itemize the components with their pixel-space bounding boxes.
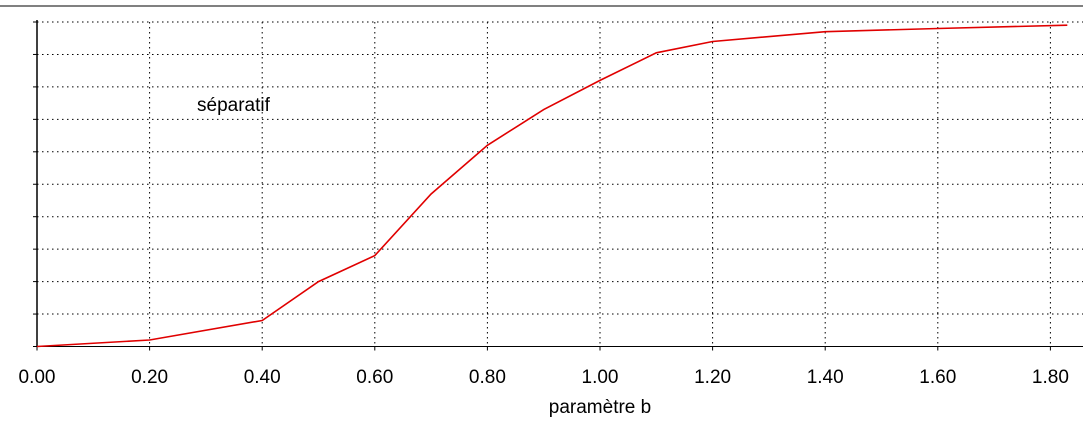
x-tick-label: 1.40	[807, 367, 844, 388]
x-tick-label: 1.60	[919, 367, 956, 388]
x-tick-label: 0.20	[131, 367, 168, 388]
x-axis-title: paramètre b	[549, 397, 651, 418]
series-line	[36, 24, 1068, 348]
x-tick-label: 1.20	[694, 367, 731, 388]
y-ticks	[33, 21, 37, 347]
x-ticks: 0.00 0.20 0.40 0.60 0.80 1.00 1.20 1.40 1.60 1.80	[19, 346, 1069, 388]
annotation-label: séparatif	[197, 95, 271, 116]
x-tick-label: 0.60	[356, 367, 393, 388]
grid	[37, 21, 1083, 347]
x-tick-label: 0.00	[19, 367, 56, 388]
x-tick-label: 1.00	[582, 367, 619, 388]
x-tick-label: 0.40	[244, 367, 281, 388]
x-tick-label: 0.80	[469, 367, 506, 388]
x-tick-label: 1.80	[1032, 367, 1069, 388]
